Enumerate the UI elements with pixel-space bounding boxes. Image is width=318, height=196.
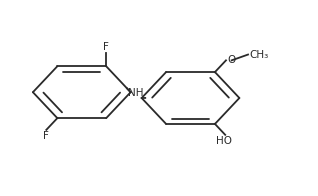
Text: F: F <box>103 42 109 52</box>
Text: CH₃: CH₃ <box>250 50 269 60</box>
Text: NH: NH <box>128 88 144 98</box>
Text: HO: HO <box>216 136 232 146</box>
Text: F: F <box>43 131 48 141</box>
Text: O: O <box>228 55 236 65</box>
